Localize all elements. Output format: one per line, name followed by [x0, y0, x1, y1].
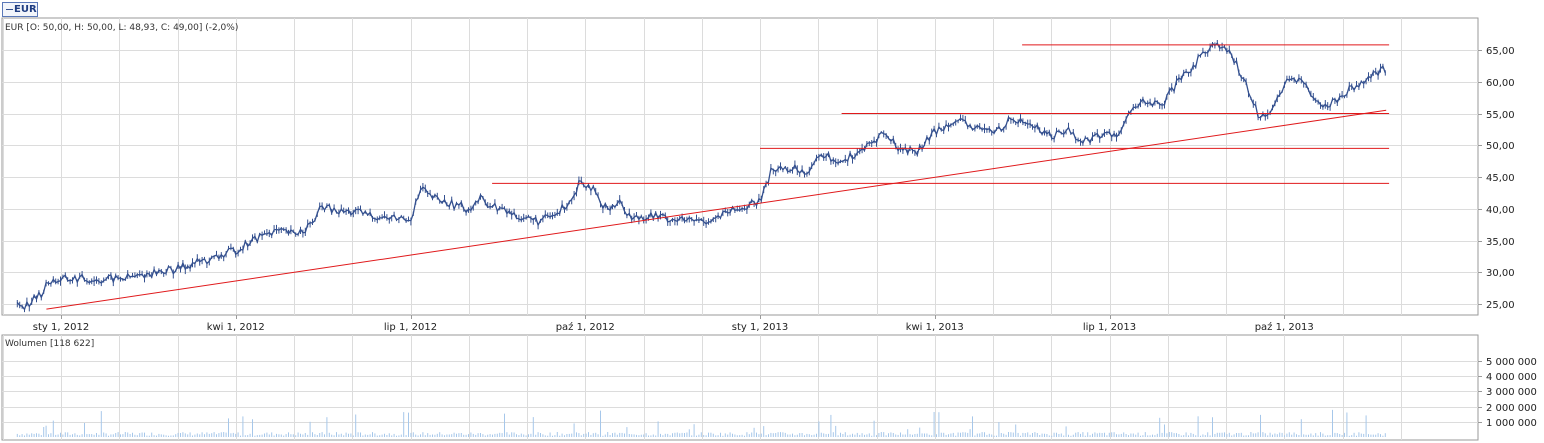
- trendline-rising: [46, 109, 1387, 310]
- price-change: (-2,0%): [205, 23, 239, 33]
- volume-info-label: Wolumen: [5, 339, 48, 349]
- y-tick-label: 55,00: [1486, 110, 1515, 121]
- legend-tab-eur[interactable]: EUR: [2, 2, 38, 17]
- price-panel: [1, 17, 1479, 316]
- y-tick-label: 40,00: [1486, 205, 1515, 216]
- x-tick-label: lip 1, 2012: [384, 322, 437, 333]
- y-tick-label: 65,00: [1486, 46, 1515, 57]
- x-tick-label: paź 1, 2013: [1255, 321, 1314, 333]
- volume-tick-label: 4 000 000: [1486, 372, 1537, 383]
- x-tick-label: kwi 1, 2012: [207, 322, 265, 333]
- volume-tick-label: 2 000 000: [1486, 403, 1537, 414]
- x-tick-label: sty 1, 2012: [33, 322, 89, 333]
- y-tick-label: 35,00: [1486, 237, 1515, 248]
- legend-label: EUR: [14, 4, 37, 15]
- volume-info-value: 118 622: [53, 339, 91, 349]
- volume-panel: [1, 334, 1479, 441]
- volume-tick-label: 5 000 000: [1486, 357, 1537, 368]
- price-open-label: O:: [29, 23, 40, 33]
- x-tick-label: lip 1, 2013: [1083, 322, 1136, 333]
- price-low-label: L:: [118, 23, 127, 33]
- volume-info: Wolumen [118 622]: [5, 339, 95, 349]
- volume-tick-label: 1 000 000: [1486, 418, 1537, 429]
- volume-tick-label: 3 000 000: [1486, 387, 1537, 398]
- price-close: 49,00: [173, 23, 199, 33]
- price-open: 50,00: [42, 23, 69, 33]
- legend-swatch: [6, 9, 13, 10]
- price-info: EUR [O: 50,00, H: 50,00, L: 48,93, C: 49…: [5, 23, 239, 33]
- y-tick-label: 60,00: [1486, 78, 1515, 89]
- x-tick-label: sty 1, 2013: [732, 322, 788, 333]
- price-info-symbol: EUR: [5, 23, 24, 33]
- price-close-label: C:: [160, 23, 171, 33]
- price-low: 48,93: [129, 23, 156, 33]
- price-high-label: H:: [74, 23, 85, 33]
- x-tick-label: paź 1, 2012: [556, 321, 615, 333]
- y-tick-label: 25,00: [1486, 300, 1515, 311]
- y-tick-label: 45,00: [1486, 173, 1515, 184]
- price-series-line: [16, 42, 1386, 311]
- y-tick-label: 30,00: [1486, 268, 1515, 279]
- y-tick-label: 50,00: [1486, 141, 1515, 152]
- x-tick-label: kwi 1, 2013: [906, 322, 964, 333]
- price-high: 50,00: [86, 23, 113, 33]
